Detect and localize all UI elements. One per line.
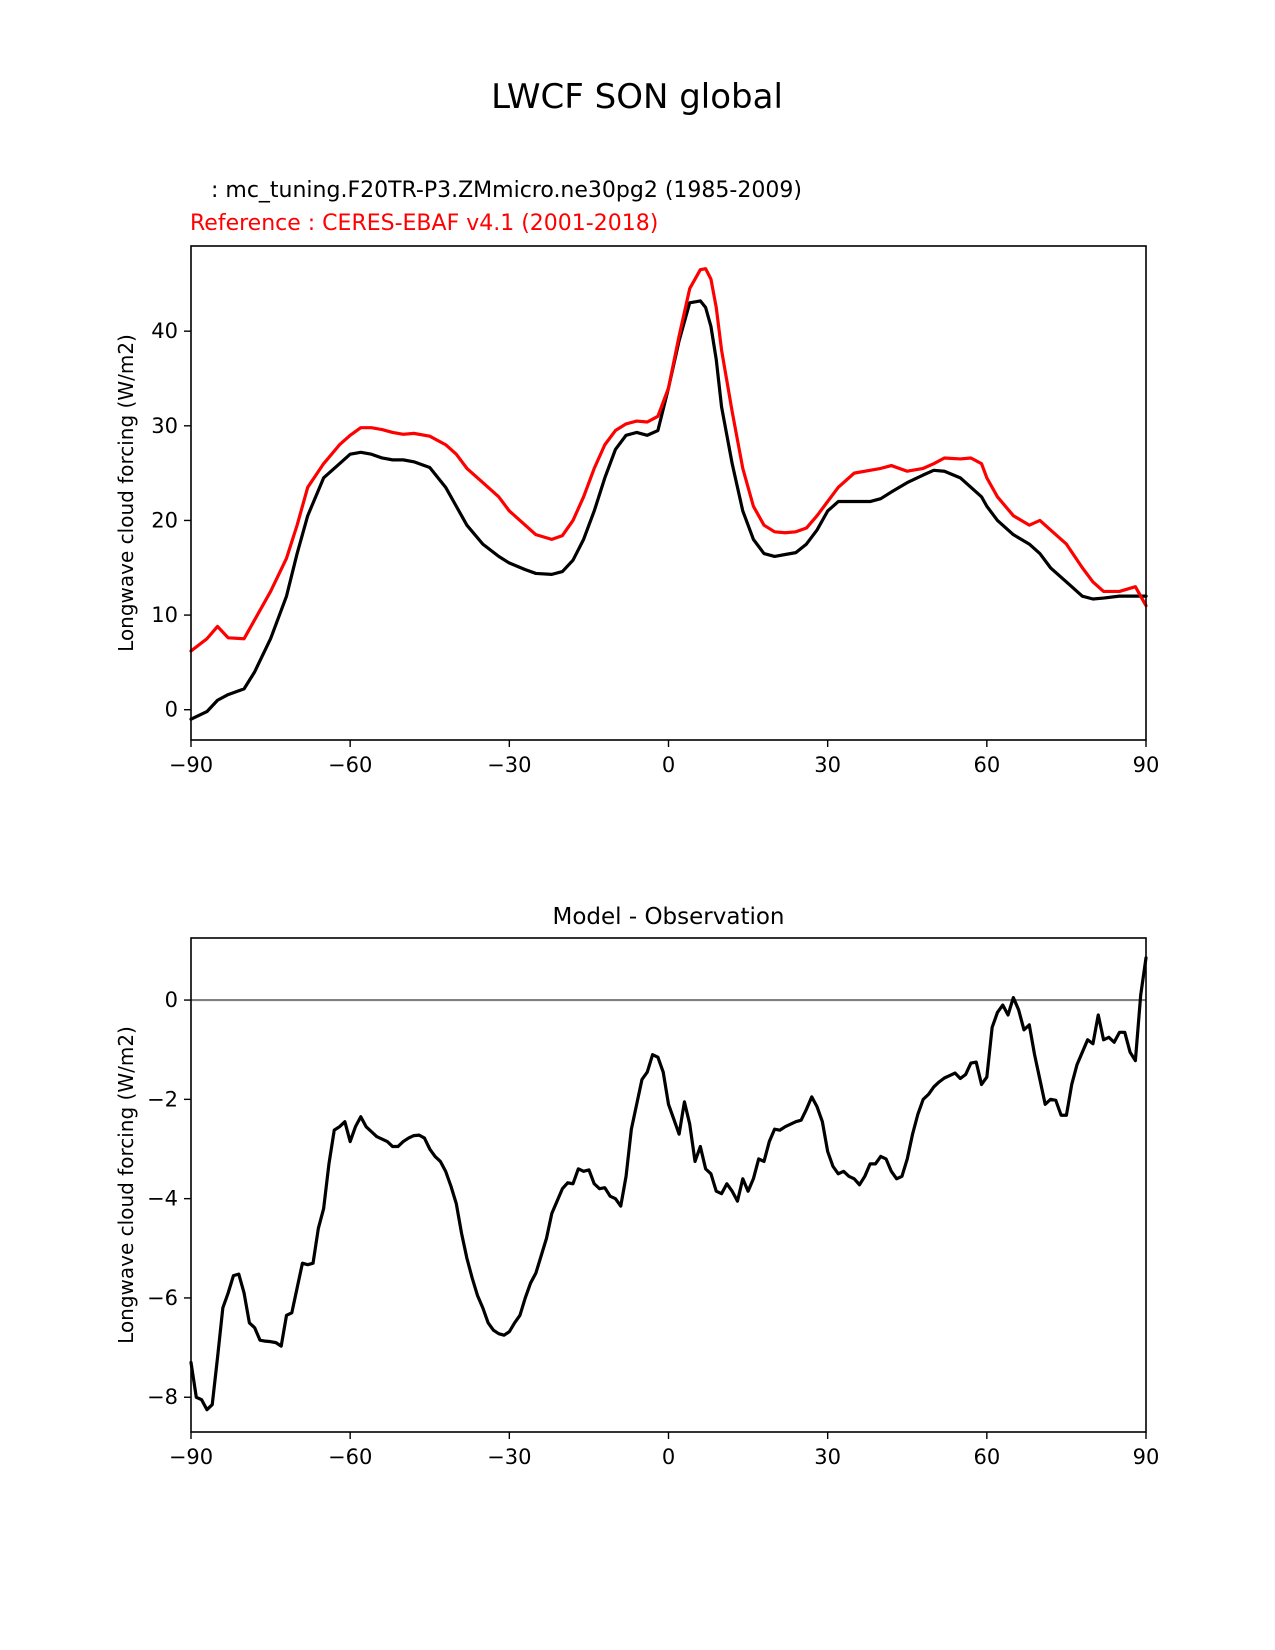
bottom-panel: −90 −60 −30 0 30 60 90 0 −2 −4 −6 −8 Longwave cloud … <box>114 904 1159 1469</box>
chart-1-xtick-label: 90 <box>1133 1445 1160 1469</box>
chart-1-xtick-label: −90 <box>169 1445 213 1469</box>
chart-0-ytick-label: 10 <box>151 603 178 627</box>
chart-0-xtick-label: 0 <box>662 753 675 777</box>
chart-0-ytick-label: 30 <box>151 414 178 438</box>
chart-0-xtick-label: −90 <box>169 753 213 777</box>
chart-0-xtick-label: 90 <box>1133 753 1160 777</box>
chart-0-series-1-line <box>189 267 1148 653</box>
chart-0-xtick-label: 60 <box>973 753 1000 777</box>
chart-1-ytick-label: 0 <box>165 988 178 1012</box>
chart-1-xtick-label: −30 <box>487 1445 531 1469</box>
model-label: : mc_tuning.F20TR-P3.ZMmicro.ne30pg2 (19… <box>190 178 802 203</box>
chart-1-xtick-label: 60 <box>973 1445 1000 1469</box>
chart-0-ytick-label: 40 <box>151 319 178 343</box>
reference-label: Reference : CERES-EBAF v4.1 (2001-2018) <box>190 211 658 236</box>
chart-0-xtick-label: −30 <box>487 753 531 777</box>
figure-title: LWCF SON global <box>491 77 783 117</box>
chart-0-ytick-label: 20 <box>151 508 178 532</box>
chart-1-xtick-label: 30 <box>814 1445 841 1469</box>
top-panel: −90 −60 −30 0 30 60 90 0 10 20 30 40 Longwave cloud … <box>114 245 1160 777</box>
chart-0-ylabel: Longwave cloud forcing (W/m2) <box>114 334 138 652</box>
chart-1-title: Model - Observation <box>552 904 784 930</box>
chart-1-ytick-label: −4 <box>147 1187 178 1211</box>
chart-0-xtick-label: 30 <box>814 753 841 777</box>
chart-1-xtick-label: 0 <box>662 1445 675 1469</box>
chart-1-xtick-label: −60 <box>328 1445 372 1469</box>
chart-1-ytick-label: −6 <box>147 1286 178 1310</box>
chart-1-ylabel: Longwave cloud forcing (W/m2) <box>114 1026 138 1344</box>
chart-1-ytick-label: −2 <box>147 1087 178 1111</box>
chart-0-series-0-line <box>189 299 1148 721</box>
chart-0-ytick-label: 0 <box>165 698 178 722</box>
chart-1-ytick-label: −8 <box>147 1385 178 1409</box>
chart-1-series-0-line <box>189 956 1148 1412</box>
chart-0-xtick-label: −60 <box>328 753 372 777</box>
